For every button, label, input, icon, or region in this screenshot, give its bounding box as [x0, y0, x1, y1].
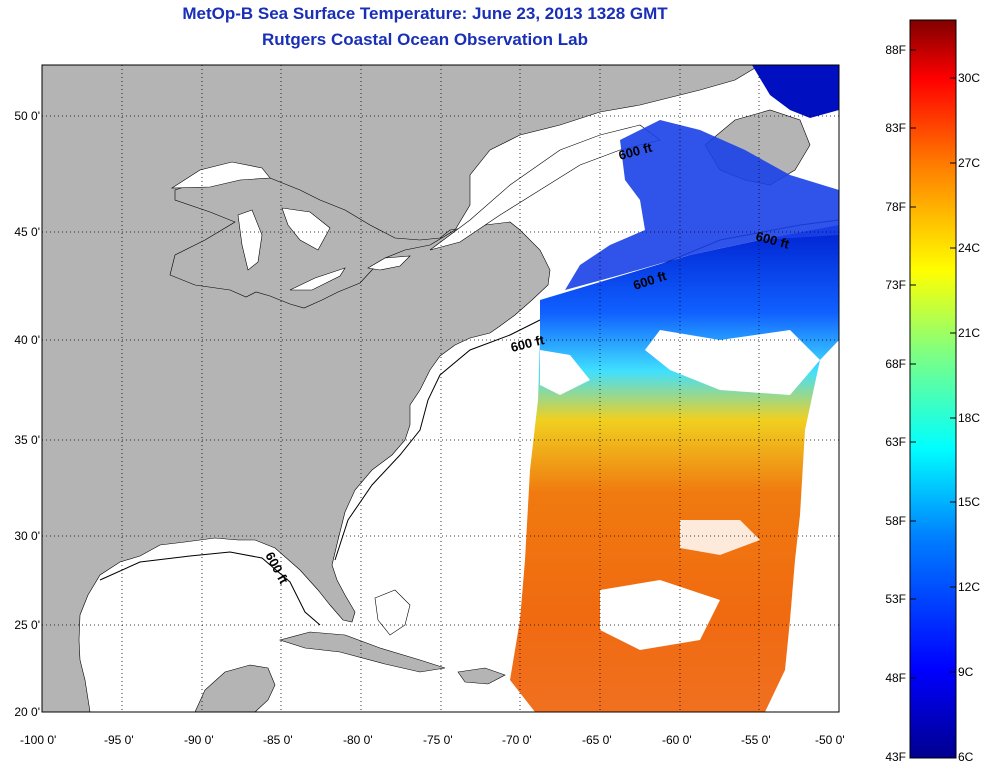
- isobath-600ft-gulf: [99, 551, 321, 626]
- lon-tick-label: -90 0': [184, 733, 214, 747]
- colorbar-label-f: 73F: [885, 278, 906, 292]
- colorbar-label-c: 15C: [958, 495, 981, 509]
- lon-tick-label: -80 0': [343, 733, 373, 747]
- lon-tick-label: -65 0': [582, 733, 612, 747]
- lake-superior: [170, 161, 271, 189]
- map-subtitle: Rutgers Coastal Ocean Observation Lab: [262, 30, 588, 49]
- cloud-gap: [680, 520, 760, 555]
- graticule: [42, 65, 839, 712]
- colorbar-label-c: 18C: [958, 411, 981, 425]
- lat-tick-label: 35 0': [14, 433, 40, 447]
- colorbar-label-c: 27C: [958, 156, 981, 170]
- lon-tick-label: -60 0': [662, 733, 692, 747]
- cloud-gap: [600, 580, 720, 650]
- colorbar-label-c: 6C: [958, 750, 974, 764]
- lake-ontario: [367, 255, 411, 271]
- colorbar-label-c: 9C: [958, 665, 974, 679]
- colorbar: [909, 19, 957, 759]
- land-cuba: [278, 631, 446, 673]
- lon-tick-label: -100 0': [20, 733, 57, 747]
- lat-tick-label: 30 0': [14, 529, 40, 543]
- lon-tick-label: -95 0': [104, 733, 134, 747]
- lat-tick-label: 20 0': [14, 705, 40, 719]
- colorbar-label-f: 43F: [885, 750, 906, 764]
- lat-tick-label: 40 0': [14, 333, 40, 347]
- colorbar-label-f: 68F: [885, 357, 906, 371]
- land-north-america: [42, 65, 761, 712]
- lat-tick-label: 45 0': [14, 225, 40, 239]
- land-hispaniola: [457, 667, 506, 685]
- colorbar-label-f: 58F: [885, 514, 906, 528]
- colorbar-ticks: [910, 49, 956, 679]
- land-yucatan: [194, 664, 276, 712]
- cloud-gap: [645, 330, 820, 395]
- colorbar-label-f: 53F: [885, 592, 906, 606]
- colorbar-label-c: 30C: [958, 71, 981, 85]
- lon-tick-label: -70 0': [502, 733, 532, 747]
- cloud-gap: [540, 350, 590, 395]
- lon-tick-label: -85 0': [263, 733, 293, 747]
- lon-tick-label: -50 0': [815, 733, 845, 747]
- lake-erie: [289, 267, 346, 291]
- lon-tick-label: -75 0': [423, 733, 453, 747]
- sst-swath-cold: [565, 120, 839, 290]
- colorbar-label-f: 88F: [885, 43, 906, 57]
- colorbar-label-f: 78F: [885, 200, 906, 214]
- colorbar-label-c: 24C: [958, 241, 981, 255]
- lat-tick-label: 25 0': [14, 618, 40, 632]
- lake-huron: [281, 207, 331, 251]
- land-bahamas: [374, 589, 411, 636]
- colorbar-label-c: 12C: [958, 580, 981, 594]
- colorbar-label-c: 21C: [958, 326, 981, 340]
- colorbar-label-f: 63F: [885, 435, 906, 449]
- map-title: MetOp-B Sea Surface Temperature: June 23…: [182, 4, 668, 23]
- colorbar-label-f: 48F: [885, 671, 906, 685]
- lake-michigan: [237, 209, 263, 271]
- lon-tick-label: -55 0': [741, 733, 771, 747]
- map-frame: [41, 64, 840, 713]
- sst-labrador: [752, 65, 839, 118]
- lat-tick-label: 50 0': [14, 109, 40, 123]
- colorbar-label-f: 83F: [885, 121, 906, 135]
